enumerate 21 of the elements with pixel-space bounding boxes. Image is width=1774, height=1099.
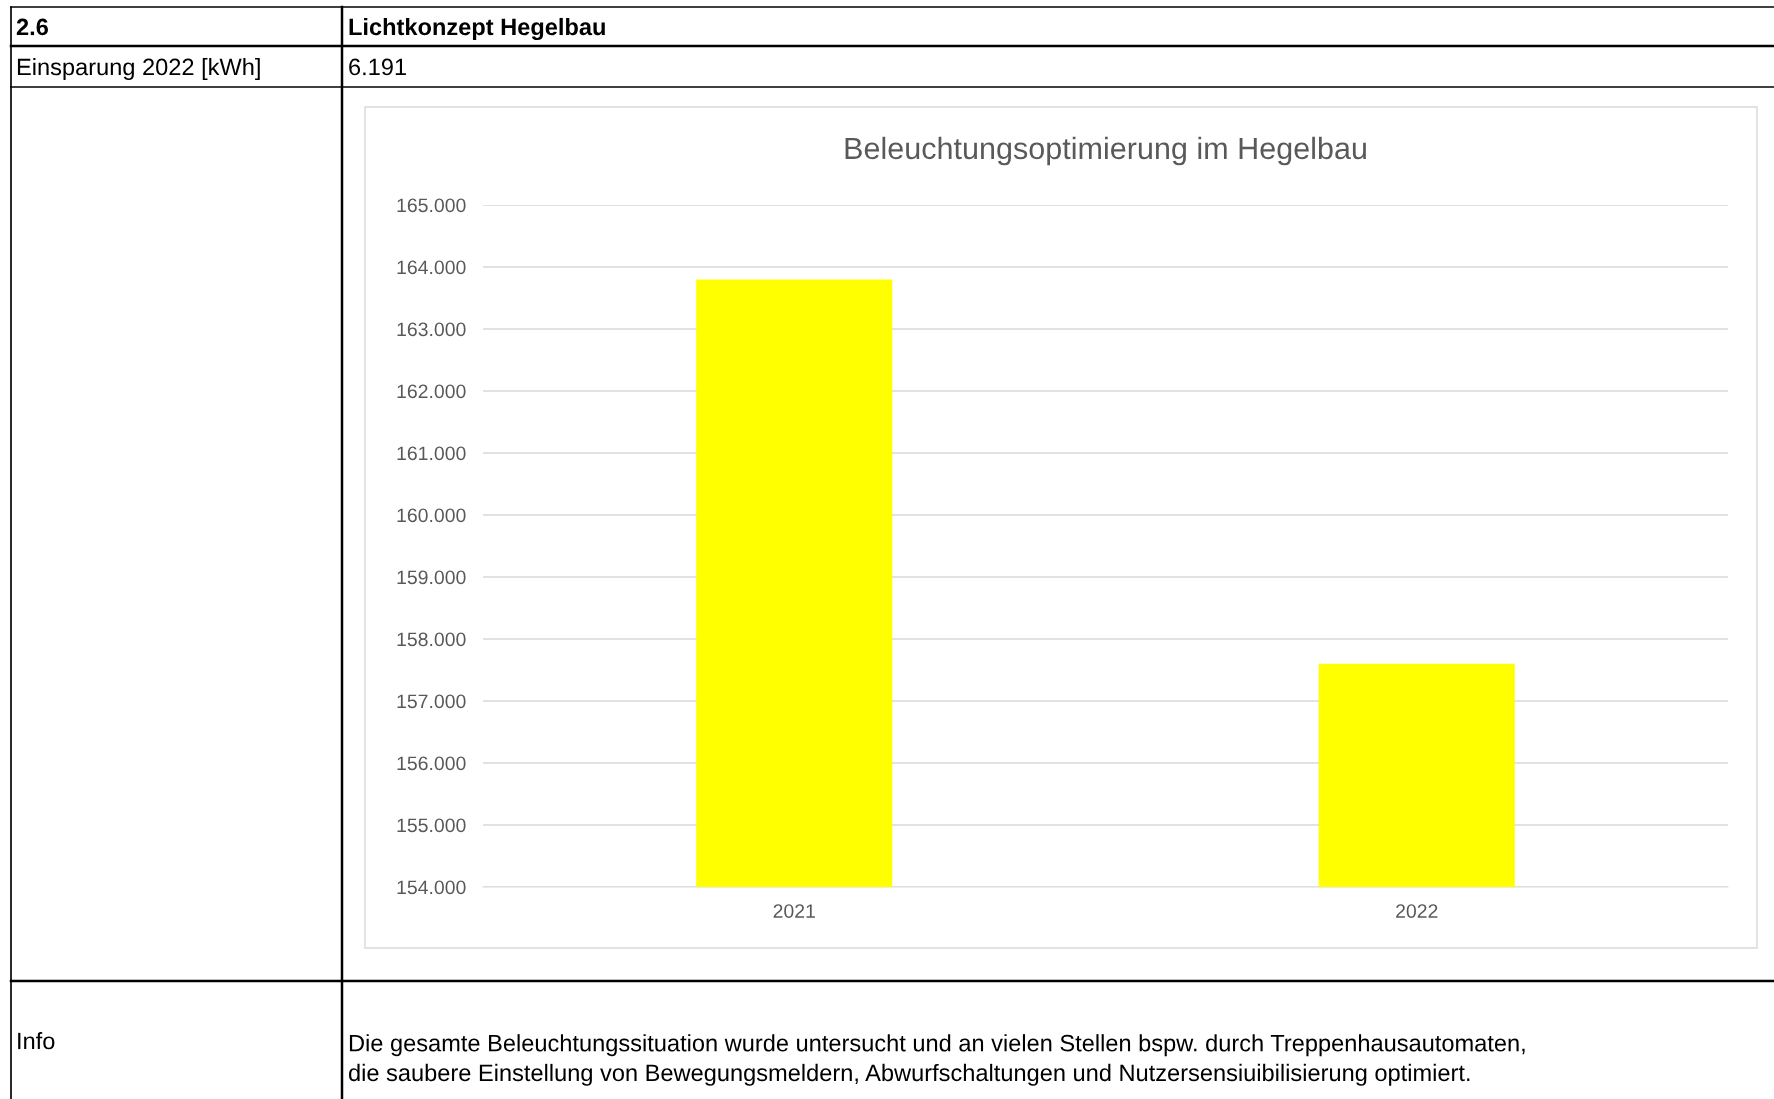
- text: Info: [18, 1032, 55, 1050]
- chart-title: Beleuchtungsoptimierung im Hegelbau: [845, 136, 1366, 166]
- text: Die gesamte Beleuchtungssituation wurde untersucht und an vielen Stellen bspw. durch Treppenhausautomaten, die saubere Einstellung von Bewegungsmeldern, Abwurfschaltungen und Nutzersensiuibilisierung optimiert.: [348, 1034, 1525, 1086]
- y-tick-label: 161.000: [397, 446, 466, 461]
- y-tick-label: 163.000: [397, 322, 466, 337]
- y-tick-label: 160.000: [397, 508, 466, 523]
- y-tick-label: 154.000: [397, 880, 466, 895]
- y-tick-label: 157.000: [397, 694, 466, 709]
- y-tick-label: 165.000: [397, 198, 466, 213]
- text: Lichtkonzept Hegelbau: [349, 17, 605, 41]
- y-tick-label: 158.000: [397, 632, 466, 647]
- y-tick-label: 162.000: [397, 384, 466, 399]
- y-tick-label: 155.000: [397, 818, 466, 833]
- y-tick-label: 164.000: [397, 260, 466, 275]
- y-tick-label: 156.000: [397, 756, 466, 771]
- text: Einsparung 2022 [kWh]: [17, 58, 260, 80]
- text: 6.191: [349, 58, 406, 76]
- x-tick-label: 2022: [1396, 904, 1438, 918]
- x-tick-label: 2021: [773, 904, 815, 918]
- y-tick-label: 159.000: [397, 570, 466, 585]
- text: 2.6: [16, 18, 48, 36]
